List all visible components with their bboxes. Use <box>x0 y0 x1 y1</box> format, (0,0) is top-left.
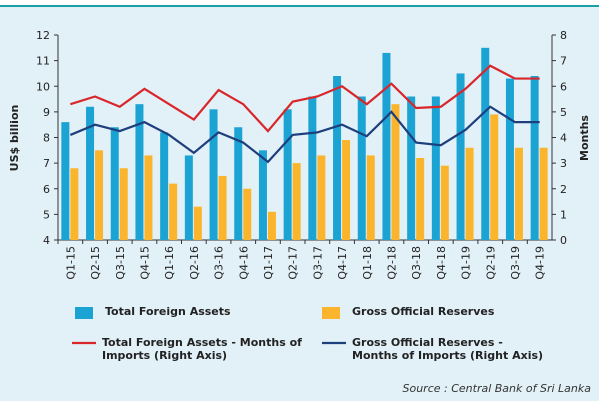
y2-tick-label: 6 <box>560 80 567 93</box>
bar <box>95 150 104 240</box>
bar <box>86 106 95 240</box>
bar <box>267 211 276 240</box>
line-series <box>69 105 540 164</box>
y-tick-label: 10 <box>36 80 50 93</box>
y2-axis-label: Months <box>578 115 591 161</box>
legend-swatch <box>75 307 93 319</box>
y2-tick-label: 1 <box>560 208 567 221</box>
bar <box>514 147 523 240</box>
y-tick-label: 6 <box>43 183 50 196</box>
bar <box>440 165 449 240</box>
x-tick-label: Q1-17 <box>262 246 275 280</box>
bar <box>416 158 425 240</box>
bar <box>456 73 465 240</box>
x-tick-label: Q3-16 <box>213 246 226 280</box>
bar <box>292 163 301 240</box>
y2-tick-label: 2 <box>560 183 567 196</box>
x-tick-label: Q2-16 <box>188 246 201 280</box>
y2-tick-label: 3 <box>560 157 567 170</box>
bar <box>184 155 193 240</box>
x-tick-label: Q3-18 <box>410 246 423 280</box>
bar <box>366 155 375 240</box>
bar <box>333 76 342 240</box>
bar <box>490 114 499 240</box>
x-tick-label: Q1-16 <box>163 246 176 280</box>
legend-label: Total Foreign Assets <box>105 305 231 318</box>
x-tick-label: Q2-19 <box>484 246 497 280</box>
x-tick-label: Q4-19 <box>534 246 547 280</box>
x-tick-label: Q2-15 <box>89 246 102 280</box>
y2-tick-label: 8 <box>560 29 567 42</box>
bar <box>481 47 490 240</box>
bar <box>465 147 474 240</box>
bar <box>144 155 153 240</box>
bar <box>283 109 292 240</box>
bar <box>258 150 267 240</box>
x-tick-label: Q4-18 <box>435 246 448 280</box>
x-tick-label: Q2-18 <box>385 246 398 280</box>
bar <box>317 155 326 240</box>
bar <box>193 206 202 240</box>
bar <box>342 140 351 240</box>
line-series <box>70 64 540 133</box>
bar <box>135 104 144 240</box>
legend-label: Gross Official Reserves <box>352 305 495 318</box>
bar <box>234 127 243 240</box>
y-tick-label: 4 <box>43 234 50 247</box>
y2-tick-label: 5 <box>560 106 567 119</box>
y-tick-label: 5 <box>43 208 50 221</box>
y2-tick-label: 4 <box>560 132 567 145</box>
y2-tick-label: 0 <box>560 234 567 247</box>
bar <box>539 147 548 240</box>
header-band <box>0 0 599 6</box>
bar <box>169 183 178 240</box>
bar <box>243 188 252 240</box>
source-note: Source : Central Bank of Sri Lanka <box>402 382 591 395</box>
y-tick-label: 9 <box>43 106 50 119</box>
bar <box>505 78 514 240</box>
y-tick-label: 11 <box>36 55 50 68</box>
x-tick-label: Q3-17 <box>311 246 324 280</box>
bar <box>391 104 400 240</box>
x-tick-label: Q1-19 <box>460 246 473 280</box>
legend-label: Gross Official Reserves - Months of Impo… <box>352 336 544 362</box>
bar <box>209 109 218 240</box>
y2-tick-label: 7 <box>560 55 567 68</box>
x-tick-label: Q3-19 <box>509 246 522 280</box>
y-tick-label: 12 <box>36 29 50 42</box>
x-tick-label: Q2-17 <box>287 246 300 280</box>
y-tick-label: 7 <box>43 157 50 170</box>
bar <box>160 132 169 240</box>
y-axis-label: US$ billion <box>8 105 21 172</box>
bar <box>119 168 128 240</box>
x-tick-label: Q1-15 <box>64 246 77 280</box>
x-tick-label: Q4-16 <box>237 246 250 280</box>
x-tick-label: Q4-15 <box>138 246 151 280</box>
bar <box>308 96 317 240</box>
bar <box>61 122 70 240</box>
x-tick-label: Q3-15 <box>114 246 127 280</box>
x-tick-label: Q1-18 <box>361 246 374 280</box>
bar <box>70 168 79 240</box>
bar <box>382 52 391 240</box>
x-tick-label: Q4-17 <box>336 246 349 280</box>
bar <box>218 175 227 240</box>
bar <box>407 96 416 240</box>
bar <box>530 76 539 240</box>
legend-label: Total Foreign Assets - Months of Imports… <box>102 336 302 362</box>
y-tick-label: 8 <box>43 132 50 145</box>
legend-swatch <box>322 307 340 319</box>
bar <box>431 96 440 240</box>
bar <box>110 127 119 240</box>
bar <box>357 96 366 240</box>
